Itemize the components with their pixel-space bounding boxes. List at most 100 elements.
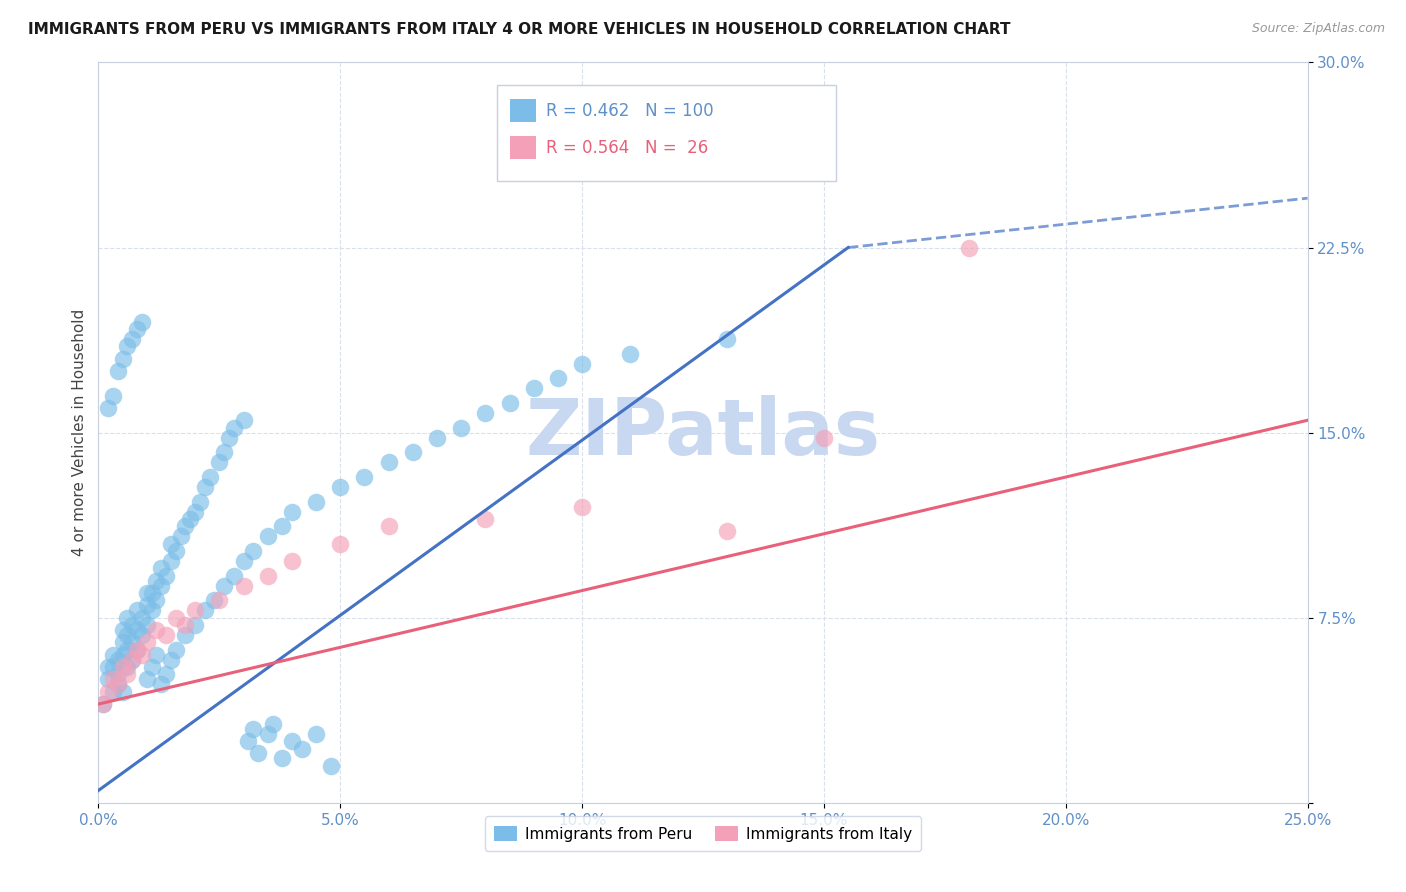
Point: [145, 623, 167, 637]
Point: [184, 603, 207, 617]
Point: [150, 579, 173, 593]
Point: [127, 642, 149, 657]
Point: [127, 603, 149, 617]
Point: [474, 406, 496, 420]
Point: [131, 648, 153, 662]
Point: [281, 505, 304, 519]
Point: [121, 618, 143, 632]
Point: [131, 610, 153, 624]
Point: [353, 470, 375, 484]
Point: [242, 722, 264, 736]
Point: [571, 357, 593, 371]
Point: [402, 445, 425, 459]
Point: [101, 685, 124, 699]
Point: [271, 519, 294, 533]
Point: [165, 642, 187, 657]
Point: [174, 628, 197, 642]
Point: [160, 653, 183, 667]
Point: [194, 603, 217, 617]
Point: [247, 747, 270, 761]
Point: [117, 667, 139, 681]
Point: [145, 593, 167, 607]
Point: [329, 536, 352, 550]
Point: [474, 512, 496, 526]
Point: [141, 603, 163, 617]
Point: [135, 586, 157, 600]
Point: [160, 554, 183, 568]
Point: [107, 677, 129, 691]
Point: [262, 716, 284, 731]
Point: [165, 610, 187, 624]
Point: [101, 660, 124, 674]
Point: [188, 494, 211, 508]
Point: [305, 727, 328, 741]
Y-axis label: 4 or more Vehicles in Household: 4 or more Vehicles in Household: [72, 309, 87, 557]
Point: [145, 648, 167, 662]
Point: [218, 431, 240, 445]
Text: ZIPatlas: ZIPatlas: [526, 394, 880, 471]
Point: [111, 635, 134, 649]
Point: [117, 339, 139, 353]
Point: [498, 396, 520, 410]
Point: [290, 741, 312, 756]
Point: [155, 568, 177, 582]
Text: R = 0.462   N = 100: R = 0.462 N = 100: [546, 102, 713, 120]
Point: [121, 635, 143, 649]
Point: [117, 628, 139, 642]
Point: [523, 381, 546, 395]
Point: [155, 628, 177, 642]
Point: [208, 593, 231, 607]
Point: [97, 673, 120, 687]
Point: [117, 660, 139, 674]
Point: [155, 667, 177, 681]
Point: [131, 628, 153, 642]
Point: [329, 480, 352, 494]
Point: [256, 727, 278, 741]
Point: [238, 734, 260, 748]
Point: [150, 677, 173, 691]
Point: [135, 635, 157, 649]
FancyBboxPatch shape: [509, 99, 536, 121]
Point: [222, 568, 245, 582]
Point: [107, 677, 129, 691]
Point: [571, 500, 593, 514]
Point: [281, 734, 304, 748]
Point: [179, 512, 201, 526]
Point: [111, 685, 134, 699]
Point: [121, 653, 143, 667]
Point: [101, 673, 124, 687]
Point: [184, 505, 207, 519]
Point: [121, 653, 143, 667]
Point: [135, 599, 157, 613]
Point: [212, 579, 235, 593]
Text: R = 0.564   N =  26: R = 0.564 N = 26: [546, 138, 709, 157]
Point: [232, 554, 254, 568]
Point: [101, 388, 124, 402]
Point: [91, 697, 114, 711]
Point: [121, 332, 143, 346]
Point: [107, 653, 129, 667]
Point: [305, 494, 328, 508]
Legend: Immigrants from Peru, Immigrants from Italy: Immigrants from Peru, Immigrants from It…: [485, 816, 921, 851]
Point: [127, 642, 149, 657]
Point: [547, 371, 569, 385]
Text: IMMIGRANTS FROM PERU VS IMMIGRANTS FROM ITALY 4 OR MORE VEHICLES IN HOUSEHOLD CO: IMMIGRANTS FROM PERU VS IMMIGRANTS FROM …: [28, 22, 1011, 37]
Point: [111, 648, 134, 662]
Point: [131, 314, 153, 328]
Point: [184, 618, 207, 632]
Point: [242, 544, 264, 558]
Point: [619, 346, 641, 360]
Point: [194, 480, 217, 494]
Point: [377, 519, 399, 533]
Point: [169, 529, 191, 543]
Point: [97, 660, 120, 674]
Point: [127, 322, 149, 336]
Point: [957, 240, 980, 255]
Point: [117, 610, 139, 624]
Point: [232, 413, 254, 427]
Point: [813, 431, 835, 445]
Point: [91, 697, 114, 711]
Point: [111, 351, 134, 366]
Point: [232, 579, 254, 593]
Point: [281, 554, 304, 568]
